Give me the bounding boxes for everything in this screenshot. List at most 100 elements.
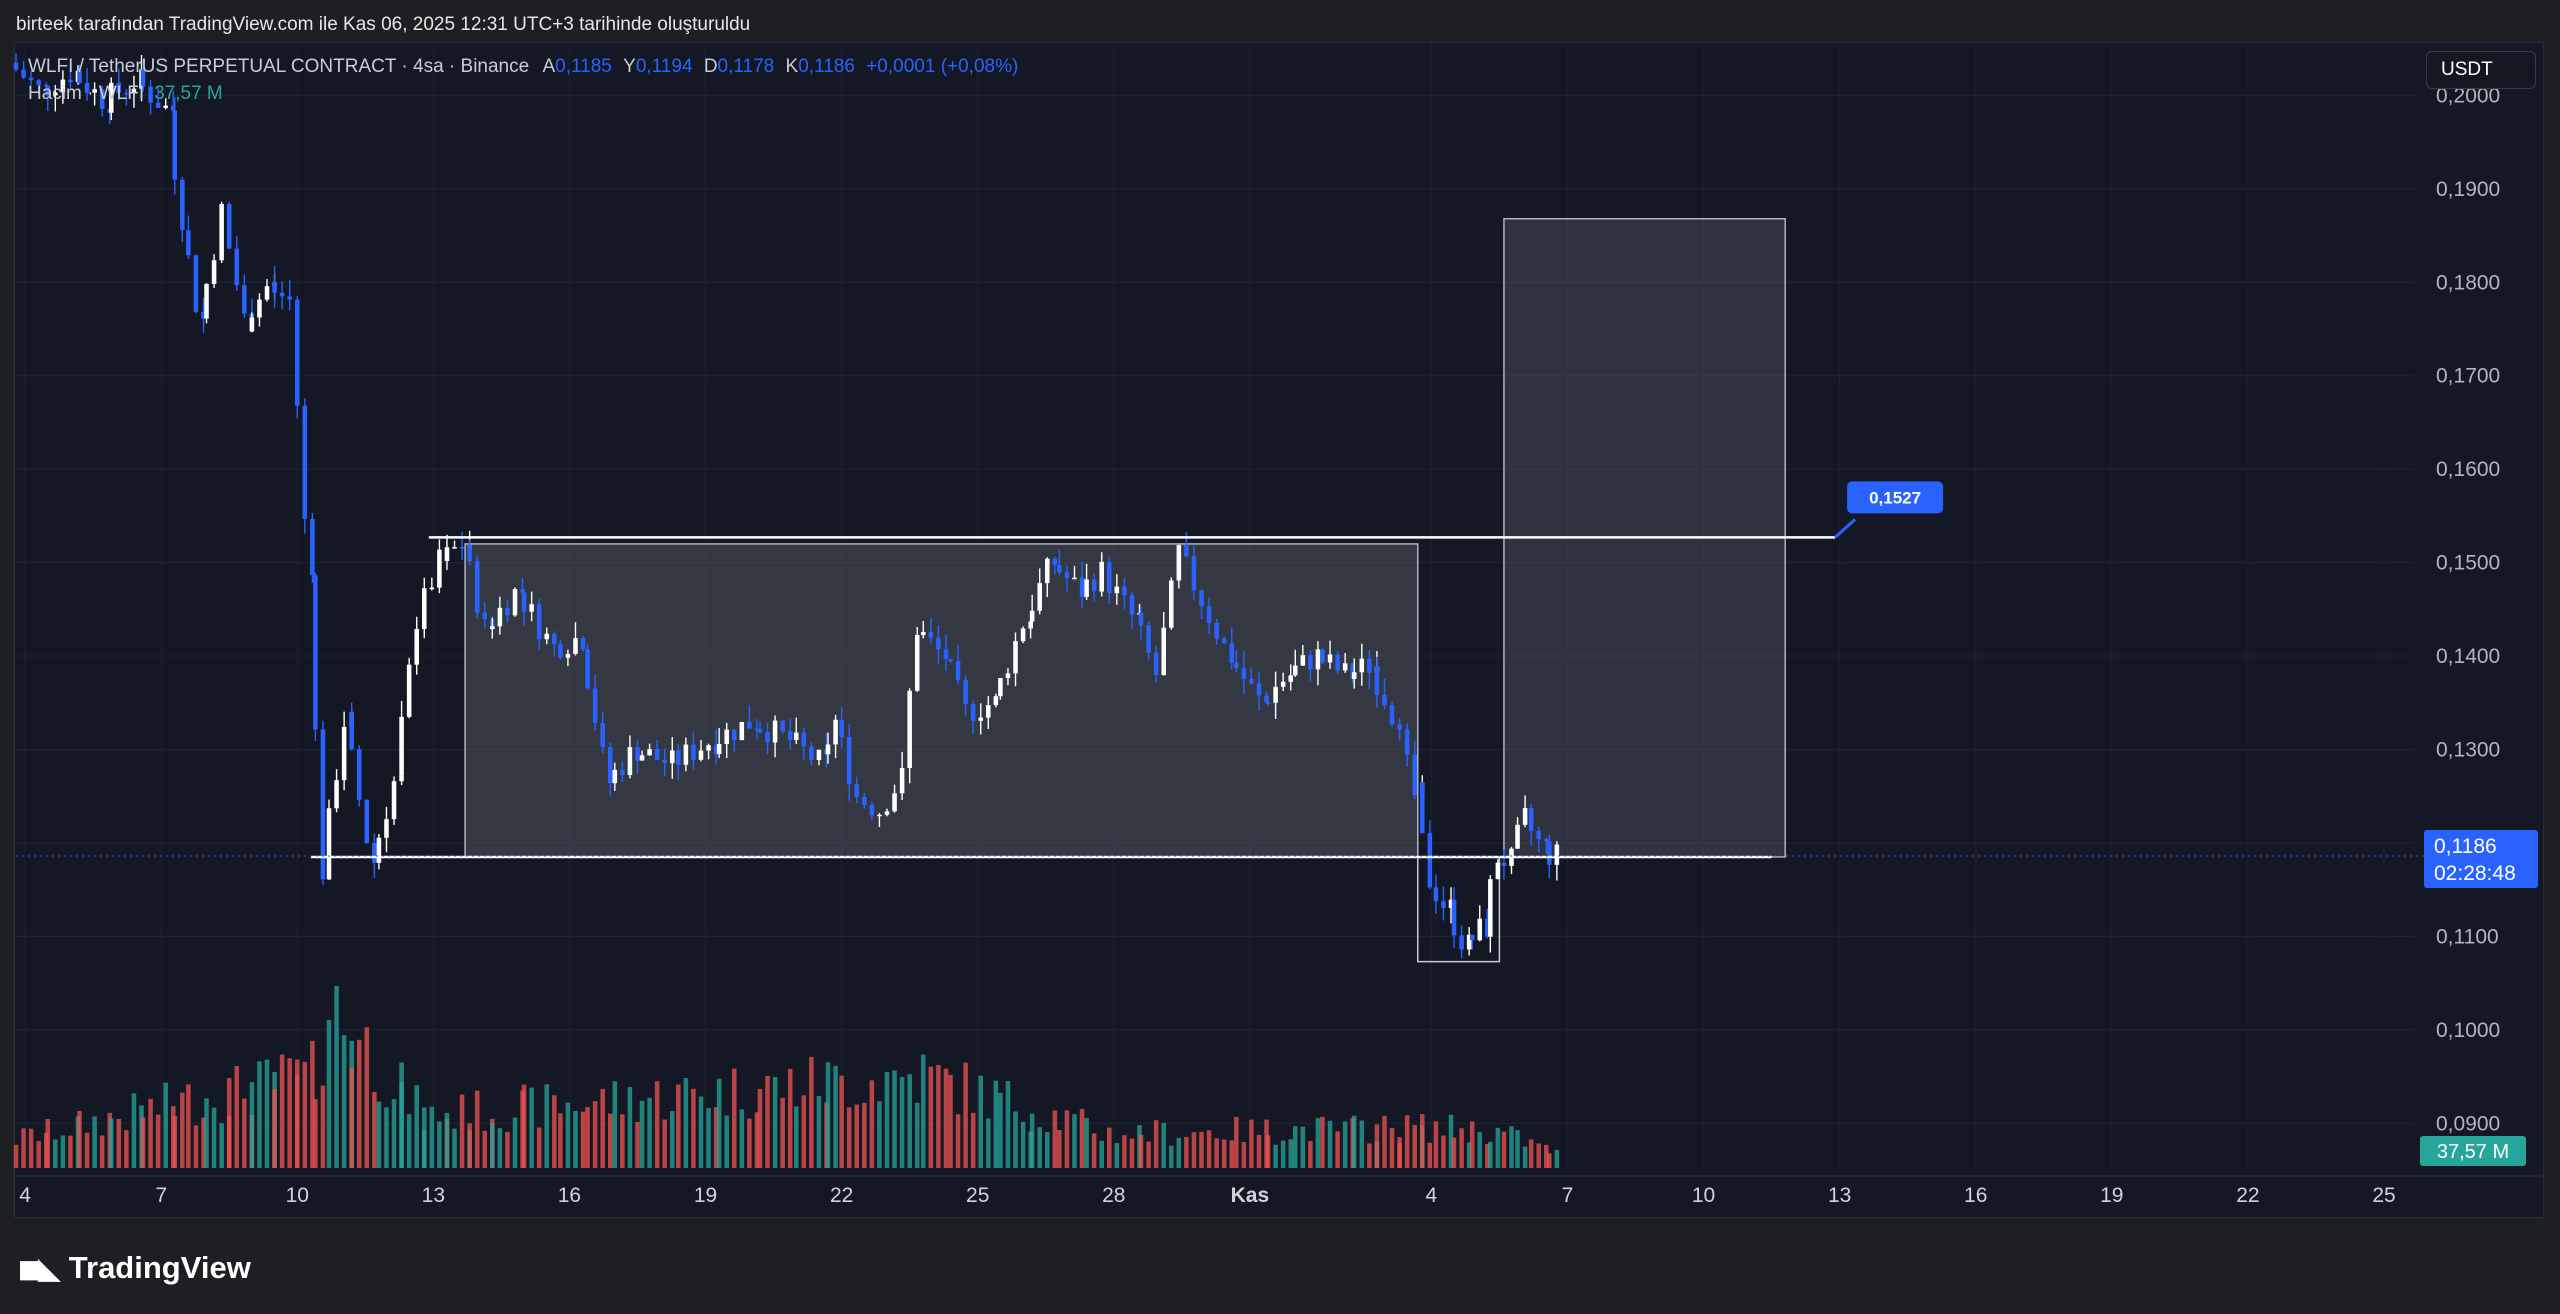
candle-body bbox=[757, 729, 763, 733]
volume-bar bbox=[384, 1107, 389, 1168]
time-tick-label: Kas bbox=[1231, 1184, 1270, 1207]
time-tick-label: 4 bbox=[1426, 1184, 1438, 1207]
volume-bar bbox=[1206, 1130, 1212, 1168]
volume-bar bbox=[1091, 1133, 1097, 1168]
volume-bar bbox=[1229, 1140, 1235, 1168]
candle-body bbox=[1420, 782, 1425, 834]
candle-body bbox=[1477, 918, 1483, 941]
candle-body bbox=[437, 549, 442, 588]
volume-bar bbox=[1427, 1142, 1433, 1168]
candle-body bbox=[963, 680, 968, 705]
candle-body bbox=[706, 745, 711, 751]
candle-body bbox=[1522, 808, 1528, 825]
candle-body bbox=[257, 299, 262, 318]
volume-bar bbox=[193, 1125, 199, 1168]
candle-body bbox=[1138, 612, 1144, 626]
candle-body bbox=[1280, 681, 1286, 687]
volume-bar bbox=[444, 1112, 450, 1168]
volume-bar bbox=[592, 1101, 598, 1168]
candle-body bbox=[414, 628, 419, 665]
candle-body bbox=[1459, 935, 1464, 950]
volume-bar bbox=[683, 1078, 689, 1168]
volume-legend: Hacim · WLFI 37,57 M bbox=[28, 83, 223, 105]
volume-bar bbox=[1176, 1137, 1182, 1168]
candle-body bbox=[793, 732, 799, 741]
candle-body bbox=[116, 82, 122, 93]
price-tick-label: 0,1300 bbox=[2436, 739, 2500, 762]
candle-body bbox=[520, 589, 525, 593]
volume-bar bbox=[580, 1111, 586, 1168]
candle-body bbox=[84, 82, 90, 93]
volume-bar bbox=[186, 1084, 191, 1168]
volume-bar bbox=[1335, 1131, 1340, 1168]
volume-bar bbox=[793, 1106, 799, 1168]
candle-body bbox=[1547, 841, 1552, 865]
candle-body bbox=[1382, 694, 1387, 706]
brand[interactable]: ◼◣ TradingView bbox=[18, 1250, 251, 1286]
volume-bar bbox=[1256, 1134, 1262, 1168]
volume-bar bbox=[1509, 1126, 1514, 1168]
volume-bar bbox=[257, 1061, 262, 1168]
volume-bar bbox=[1420, 1114, 1425, 1168]
volume-bar bbox=[1451, 1137, 1457, 1168]
candle-body bbox=[376, 837, 382, 863]
volume-bar bbox=[565, 1102, 571, 1168]
candle-body bbox=[978, 717, 984, 721]
candle-body bbox=[452, 547, 457, 549]
chart-frame[interactable] bbox=[14, 42, 2544, 1218]
symbol-title[interactable]: WLFI / TetherUS PERPETUAL CONTRACT · 4sa… bbox=[28, 56, 530, 77]
volume-bar bbox=[1084, 1117, 1089, 1168]
volume-bar bbox=[1037, 1127, 1042, 1168]
volume-bar bbox=[585, 1107, 590, 1168]
volume-bar bbox=[839, 1075, 844, 1168]
volume-bar bbox=[53, 1139, 58, 1168]
candle-body bbox=[521, 592, 527, 612]
volume-bar bbox=[801, 1095, 807, 1168]
candle-body bbox=[1241, 667, 1247, 679]
candle-body bbox=[921, 631, 926, 636]
volume-bar bbox=[1528, 1139, 1534, 1168]
candle-body bbox=[948, 658, 953, 662]
volume-bar bbox=[1153, 1120, 1159, 1168]
time-tick-label: 19 bbox=[694, 1184, 717, 1207]
volume-bar bbox=[1122, 1135, 1127, 1168]
candle-body bbox=[1300, 655, 1306, 666]
candle-body bbox=[272, 282, 277, 293]
candle-body bbox=[294, 302, 300, 406]
candle-body bbox=[1466, 934, 1472, 950]
candle-body bbox=[1057, 564, 1062, 573]
candle-body bbox=[1265, 702, 1271, 704]
candle-body bbox=[1256, 683, 1262, 696]
last-price-tag bbox=[2424, 830, 2538, 889]
volume-bar bbox=[1448, 1114, 1454, 1168]
volume-bar bbox=[1146, 1141, 1151, 1168]
volume-bar bbox=[1099, 1140, 1104, 1168]
currency-button[interactable]: USDT bbox=[2426, 51, 2536, 89]
time-tick-label: 22 bbox=[830, 1184, 853, 1207]
time-tick-label: 28 bbox=[1102, 1184, 1125, 1207]
price-tick-label: 0,1000 bbox=[2436, 1019, 2500, 1042]
volume-label[interactable]: Hacim · WLFI bbox=[28, 83, 145, 104]
candle-body bbox=[201, 311, 206, 319]
candle-body bbox=[1234, 662, 1239, 668]
volume-bar bbox=[1169, 1145, 1174, 1168]
open-label: A bbox=[542, 56, 556, 77]
high-label: Y bbox=[623, 56, 636, 77]
candle-body bbox=[993, 696, 999, 706]
volume-bar bbox=[1342, 1121, 1348, 1168]
candle-body bbox=[313, 575, 318, 730]
price-tick-label: 0,1500 bbox=[2436, 552, 2500, 575]
volume-bar bbox=[1495, 1127, 1501, 1168]
candle-body bbox=[1153, 652, 1159, 676]
candle-body bbox=[884, 811, 890, 815]
candle-body bbox=[676, 750, 681, 765]
volume-bar bbox=[272, 1089, 277, 1168]
volume-bar bbox=[334, 985, 339, 1168]
volume-bar bbox=[846, 1107, 852, 1168]
candle-body bbox=[1427, 833, 1433, 888]
volume-bar bbox=[948, 1074, 953, 1168]
volume-bar bbox=[1052, 1110, 1058, 1168]
candle-body bbox=[1229, 643, 1235, 663]
volume-bar bbox=[226, 1078, 232, 1168]
